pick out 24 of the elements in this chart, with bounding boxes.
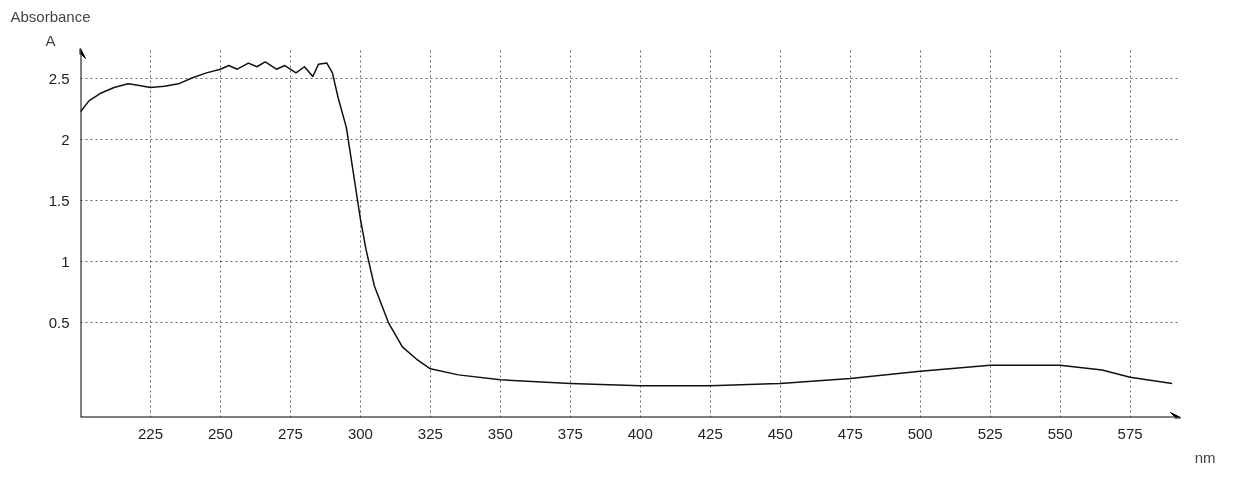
x-tick-label: 550 bbox=[1047, 424, 1073, 442]
x-tick-label: 225 bbox=[137, 424, 163, 442]
x-tick-label: 500 bbox=[907, 424, 933, 442]
y-tick-label: 0.5 bbox=[48, 313, 70, 331]
y-tick-label: 2.5 bbox=[48, 69, 70, 87]
y-tick-label: 1.5 bbox=[48, 191, 70, 209]
text: A bbox=[45, 31, 56, 49]
x-tick-label: 425 bbox=[697, 424, 723, 442]
x-tick-label: 275 bbox=[277, 424, 303, 442]
x-tick-label: 375 bbox=[557, 424, 583, 442]
x-tick-label: 250 bbox=[207, 424, 233, 442]
y-axis-title: Absorbance bbox=[10, 7, 91, 25]
line-series bbox=[80, 61, 1173, 387]
x-tick-label: 475 bbox=[837, 424, 863, 442]
x-tick-label: 575 bbox=[1117, 424, 1143, 442]
x-tick-label: 525 bbox=[977, 424, 1003, 442]
x-tick-label: 400 bbox=[627, 424, 653, 442]
y-tick-label: 1 bbox=[61, 252, 70, 270]
y-tick-label: 2 bbox=[61, 130, 70, 148]
x-tick-label: 350 bbox=[487, 424, 513, 442]
x-tick-label: 325 bbox=[417, 424, 443, 442]
x-tick-label: 450 bbox=[767, 424, 793, 442]
x-axis-title: nm bbox=[1194, 448, 1216, 466]
x-tick-label: 300 bbox=[347, 424, 373, 442]
